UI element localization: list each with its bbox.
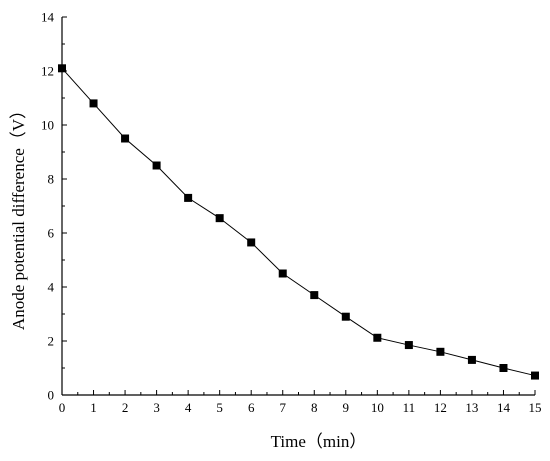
data-point: [341, 312, 350, 321]
data-point: [499, 364, 508, 372]
data-point: [467, 355, 476, 364]
data-point: [152, 161, 161, 170]
x-tick-label: 5: [216, 400, 223, 415]
data-point: [121, 134, 130, 143]
x-axis-label: Time（min）: [271, 432, 367, 451]
x-tick-label: 7: [279, 400, 286, 415]
x-tick-label: 11: [403, 400, 416, 415]
y-tick-label: 4: [48, 280, 55, 295]
data-point: [310, 291, 319, 300]
x-tick-label: 3: [153, 400, 160, 415]
data-point: [215, 214, 224, 223]
x-tick-label: 12: [434, 400, 447, 415]
data-point: [404, 341, 413, 350]
y-tick-label: 0: [48, 388, 55, 403]
y-tick-label: 14: [41, 10, 55, 25]
x-tick-label: 13: [465, 400, 478, 415]
data-point: [278, 269, 287, 278]
x-tick-label: 15: [529, 400, 542, 415]
x-tick-label: 8: [311, 400, 318, 415]
data-point: [89, 99, 98, 108]
x-tick-label: 2: [122, 400, 129, 415]
y-tick-label: 6: [48, 226, 55, 241]
data-point: [373, 333, 382, 342]
data-point: [531, 371, 539, 380]
x-tick-label: 6: [248, 400, 255, 415]
data-point: [184, 193, 193, 202]
x-tick-label: 9: [343, 400, 350, 415]
y-axis-label: Anode potential difference（V）: [9, 102, 28, 330]
x-tick-label: 0: [59, 400, 66, 415]
data-point: [247, 238, 256, 247]
x-tick-label: 10: [371, 400, 384, 415]
y-tick-label: 12: [41, 64, 54, 79]
data-point: [58, 64, 66, 73]
x-tick-label: 4: [185, 400, 192, 415]
series-line: [61, 67, 536, 377]
x-tick-label: 1: [90, 400, 97, 415]
y-tick-label: 10: [41, 118, 54, 133]
series: [58, 64, 539, 380]
axes: [61, 17, 535, 396]
x-tick-label: 14: [497, 400, 511, 415]
data-point: [436, 347, 445, 356]
y-tick-label: 2: [48, 334, 55, 349]
y-tick-label: 8: [48, 172, 55, 187]
